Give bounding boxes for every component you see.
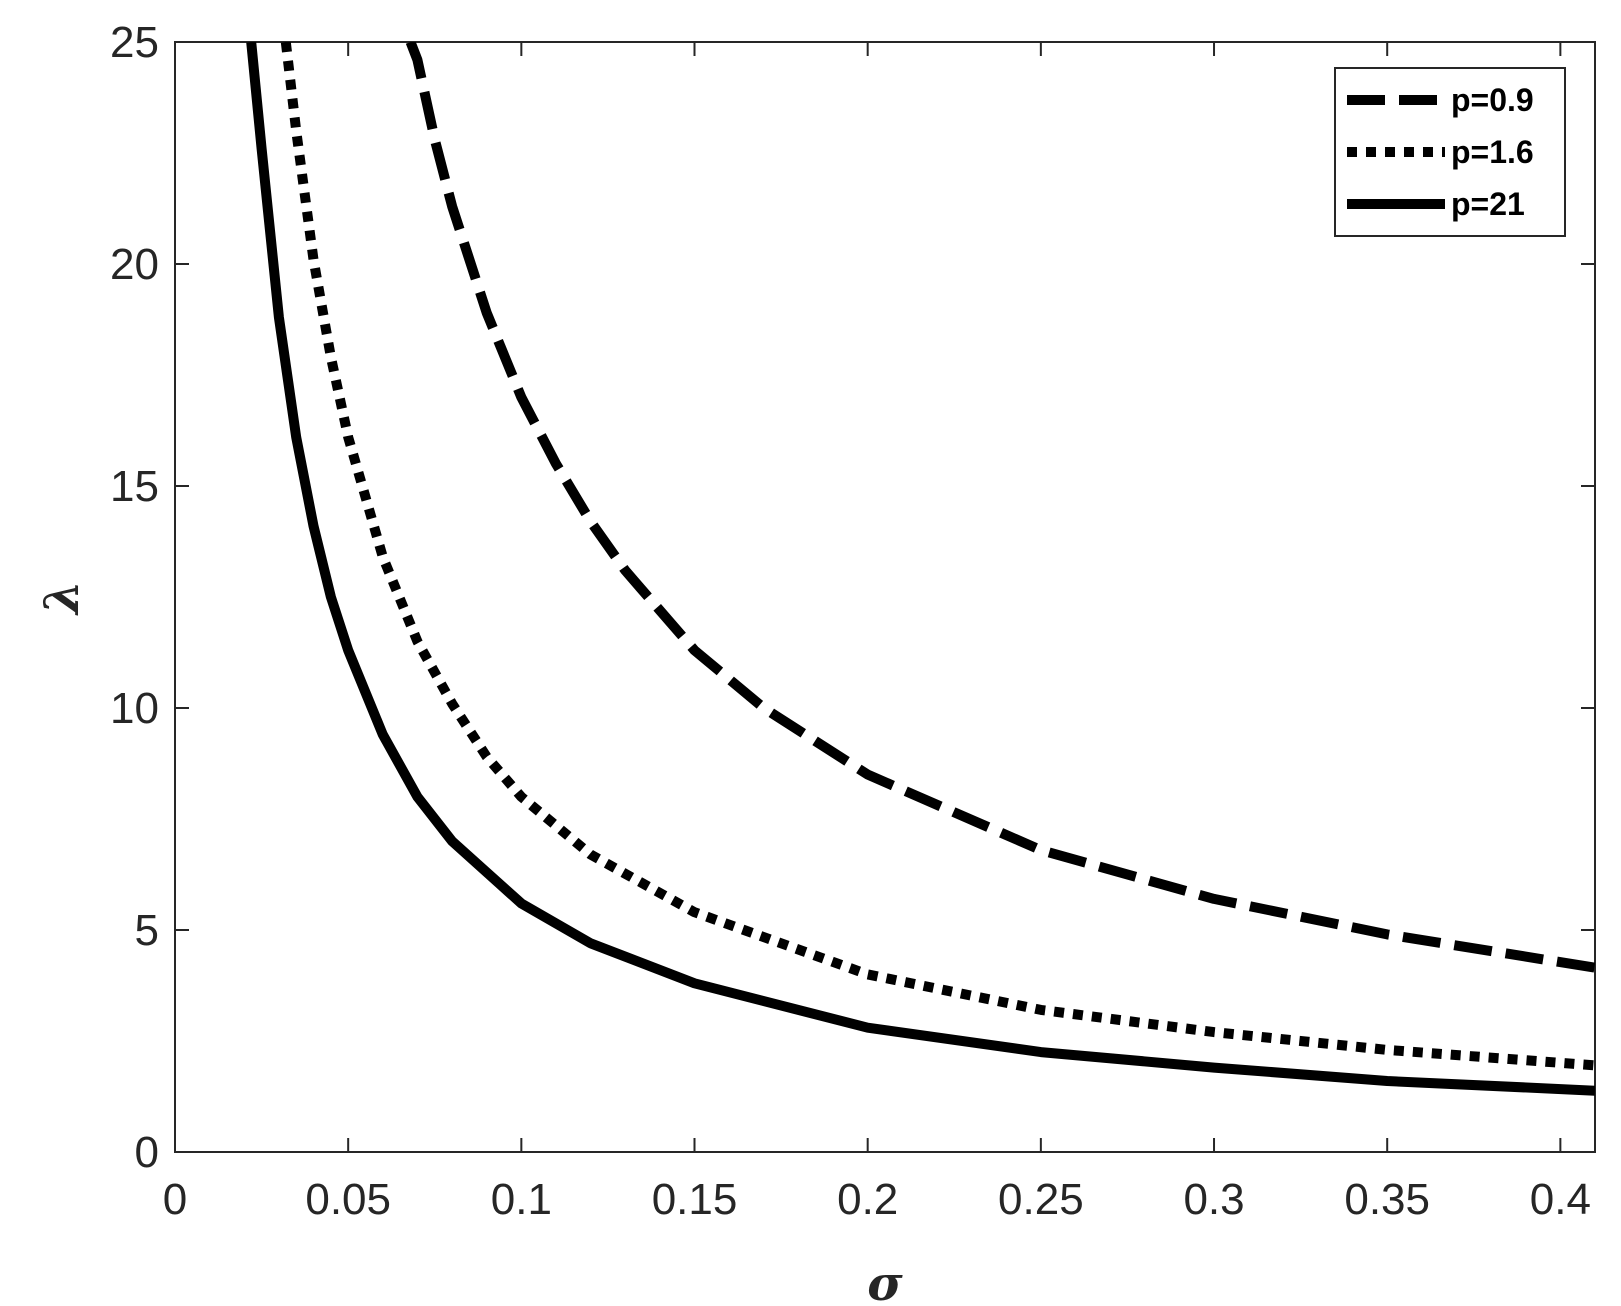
series-line-1: [405, 42, 1595, 973]
legend-label: p=1.6: [1451, 134, 1534, 170]
legend-label: p=21: [1451, 186, 1525, 222]
y-tick-label: 25: [110, 18, 159, 67]
legend-label: p=0.9: [1451, 82, 1534, 118]
legend: p=0.9 p=1.6 p=21: [1334, 67, 1566, 237]
x-tick-label: 0.4: [1530, 1175, 1591, 1224]
x-tick-label: 0.1: [491, 1175, 552, 1224]
x-axis-ticks: 0 0.05 0.1 0.15 0.2 0.25 0.3 0.35 0.4: [163, 42, 1591, 1224]
y-tick-label: 0: [135, 1128, 159, 1177]
y-axis-label: λ: [34, 580, 90, 616]
x-tick-label: 0.2: [837, 1175, 898, 1224]
y-tick-label: 15: [110, 462, 159, 511]
x-axis-label: σ: [867, 1256, 903, 1306]
x-tick-label: 0.15: [652, 1175, 738, 1224]
y-tick-label: 10: [110, 684, 159, 733]
x-tick-label: 0.35: [1344, 1175, 1430, 1224]
x-tick-label: 0.3: [1183, 1175, 1244, 1224]
x-tick-label: 0.25: [998, 1175, 1084, 1224]
y-tick-label: 20: [110, 240, 159, 289]
series-layer: [246, 42, 1595, 1096]
x-tick-label: 0: [163, 1175, 187, 1224]
x-tick-label: 0.05: [305, 1175, 391, 1224]
y-tick-label: 5: [135, 906, 159, 955]
series-line-3: [246, 42, 1595, 1096]
series-line-2: [280, 42, 1595, 1071]
y-axis-ticks: 0 5 10 15 20 25: [110, 18, 1595, 1177]
